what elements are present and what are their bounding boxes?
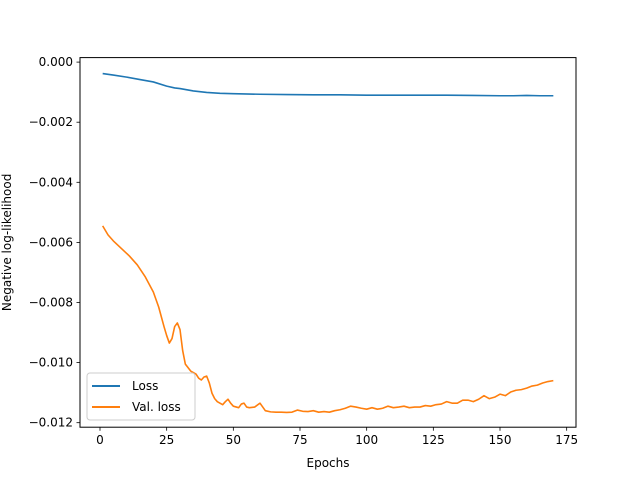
x-tick-label: 100: [355, 433, 378, 447]
y-axis-label: Negative log-likelihood: [0, 174, 14, 311]
legend-label-loss: Loss: [132, 379, 158, 393]
y-tick-label: 0.000: [39, 55, 73, 69]
series-layer: [101, 72, 554, 414]
plot-area: [80, 57, 576, 428]
series-line-val-loss: [101, 225, 554, 414]
legend-box: [86, 372, 196, 421]
y-tick-label: −0.010: [29, 356, 73, 370]
x-tick-label: 175: [555, 433, 578, 447]
x-axis-ticks: 0 25 50 75 100 125 150 175: [96, 427, 578, 447]
series-line-loss: [102, 72, 554, 97]
x-tick-label: 0: [96, 433, 104, 447]
x-tick-label: 125: [422, 433, 445, 447]
legend: Loss Val. loss: [86, 372, 196, 421]
y-axis-ticks: 0.000 −0.002 −0.004 −0.006 −0.008 −0.010 −0.01…: [29, 55, 80, 430]
x-axis-label: Epochs: [307, 456, 350, 470]
y-tick-label: −0.008: [29, 295, 73, 309]
x-tick-label: 75: [292, 433, 307, 447]
legend-label-val-loss: Val. loss: [132, 400, 181, 414]
x-tick-label: 25: [159, 433, 174, 447]
y-tick-label: −0.012: [29, 416, 73, 430]
x-tick-label: 150: [489, 433, 512, 447]
y-tick-label: −0.004: [29, 175, 73, 189]
y-tick-label: −0.002: [29, 115, 73, 129]
x-tick-label: 50: [226, 433, 241, 447]
y-tick-label: −0.006: [29, 235, 73, 249]
